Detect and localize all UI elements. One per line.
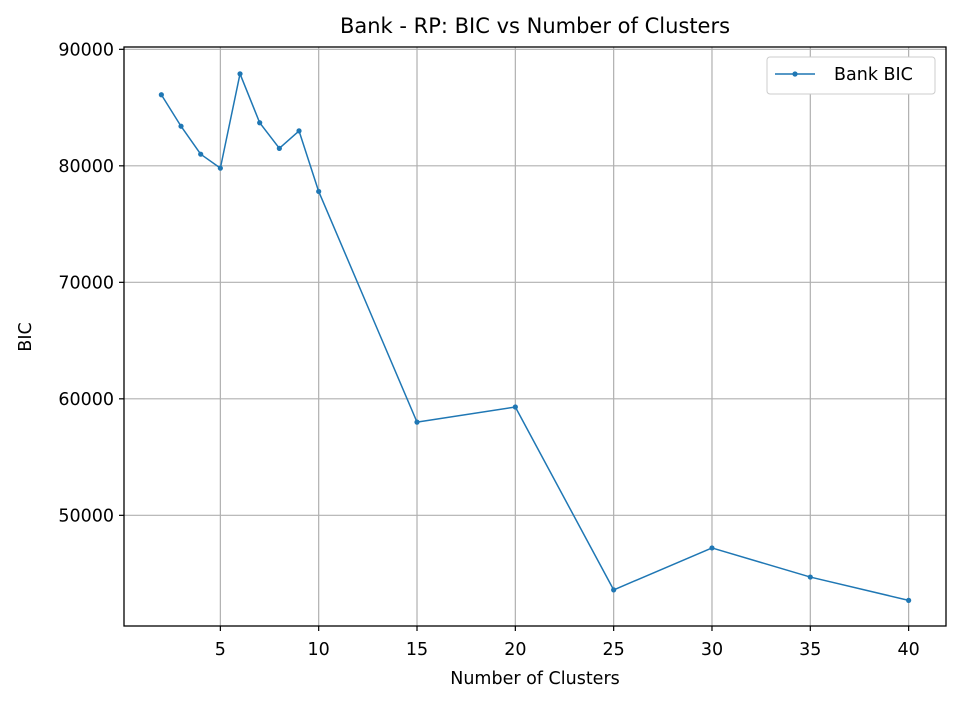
x-tick-label: 25 <box>603 640 625 660</box>
x-tick-label: 20 <box>504 640 526 660</box>
data-point <box>296 128 302 134</box>
y-tick-label: 90000 <box>58 40 114 60</box>
data-point <box>257 120 263 126</box>
data-point <box>276 145 282 151</box>
data-point <box>217 165 223 171</box>
data-point <box>807 574 813 580</box>
y-tick-label: 70000 <box>58 273 114 293</box>
data-point <box>709 545 715 551</box>
series-layer <box>158 71 912 603</box>
x-tick-label: 10 <box>308 640 330 660</box>
legend: Bank BIC <box>766 56 936 95</box>
x-tick-label: 15 <box>406 640 428 660</box>
data-point <box>906 597 912 603</box>
legend-box <box>766 56 936 95</box>
x-axis-label: Number of Clusters <box>450 669 620 689</box>
y-tick-label: 60000 <box>58 390 114 410</box>
data-point <box>512 404 518 410</box>
data-point <box>611 587 617 593</box>
plot-frame <box>123 46 947 627</box>
data-point <box>198 151 204 157</box>
chart-title: Bank - RP: BIC vs Number of Clusters <box>340 14 730 38</box>
x-tick-label: 30 <box>701 640 723 660</box>
legend-label: Bank BIC <box>834 65 913 85</box>
x-tick-label: 40 <box>897 640 919 660</box>
y-axis-label: BIC <box>16 322 36 351</box>
data-point <box>237 71 243 77</box>
x-tick-label: 35 <box>799 640 821 660</box>
tick-layer: 5 10 15 20 25 30 35 40 50000 60000 70000 80000 90000 <box>58 40 919 660</box>
data-point <box>316 188 322 195</box>
data-point <box>414 419 420 425</box>
y-tick-label: 50000 <box>58 506 114 526</box>
y-tick-label: 80000 <box>58 157 114 177</box>
grid-lines <box>124 47 946 626</box>
legend-marker-sample <box>792 71 798 77</box>
x-tick-label: 5 <box>215 640 226 660</box>
data-point <box>158 92 164 98</box>
data-point <box>178 123 184 129</box>
